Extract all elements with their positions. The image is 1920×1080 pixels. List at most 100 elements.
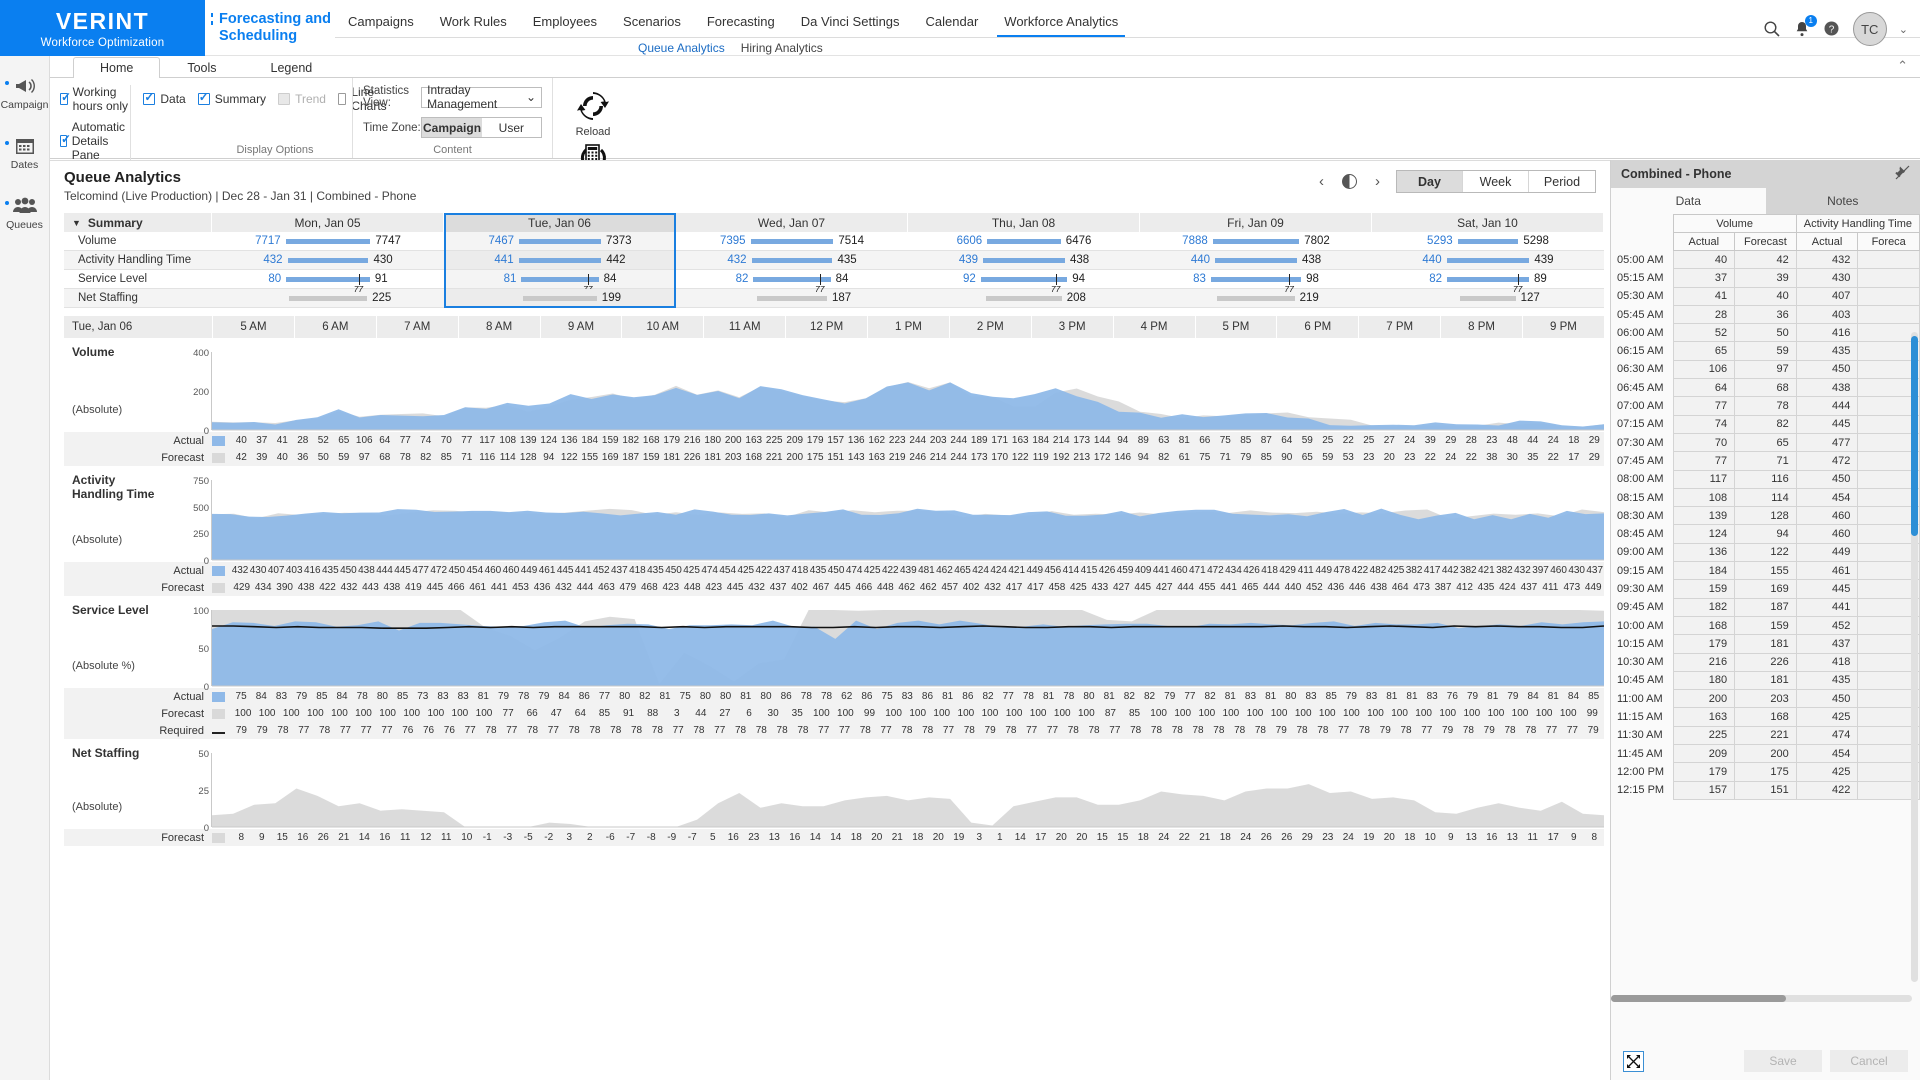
details-table-row[interactable]: 10:15 AM 179 181 437 [1611, 634, 1920, 654]
details-cell[interactable] [1857, 414, 1920, 434]
search-icon[interactable] [1763, 20, 1781, 38]
help-icon[interactable]: ? [1823, 20, 1841, 38]
nav-item-work-rules[interactable]: Work Rules [439, 14, 507, 29]
details-cell[interactable] [1857, 689, 1920, 709]
details-cell[interactable]: 28 [1672, 304, 1736, 325]
summary-value-cell[interactable]: 7888 7802 [1140, 232, 1372, 250]
details-cell[interactable]: 441 [1795, 597, 1859, 617]
range-week[interactable]: Week [1463, 171, 1529, 192]
details-cell[interactable]: 477 [1795, 432, 1859, 453]
check-summary[interactable]: Summary [197, 90, 266, 106]
range-day[interactable]: Day [1397, 171, 1463, 192]
summary-value-cell[interactable]: 81 77 84 [444, 270, 676, 294]
summary-value-cell[interactable]: 440 439 [1372, 251, 1604, 269]
details-cell[interactable]: 182 [1672, 597, 1736, 617]
details-cell[interactable]: 168 [1734, 707, 1797, 727]
time-zone-campaign[interactable]: Campaign [422, 118, 482, 137]
details-cell[interactable]: 472 [1795, 451, 1859, 471]
details-table-row[interactable]: 05:45 AM 28 36 403 [1611, 304, 1920, 325]
reload-button[interactable]: Reload [559, 86, 627, 138]
details-table-row[interactable]: 10:45 AM 180 181 435 [1611, 670, 1920, 691]
summary-value-cell[interactable]: 6606 6476 [908, 232, 1140, 250]
details-cell[interactable]: 159 [1672, 579, 1736, 599]
details-cell[interactable]: 159 [1734, 615, 1797, 636]
details-cell[interactable]: 432 [1795, 249, 1859, 270]
details-table-row[interactable]: 05:00 AM 40 42 432 [1611, 249, 1920, 270]
summary-value-cell[interactable]: 5293 5298 [1372, 232, 1604, 250]
details-table-row[interactable]: 07:00 AM 77 78 444 [1611, 396, 1920, 416]
details-cell[interactable]: 77 [1672, 451, 1736, 471]
summary-value-cell[interactable]: 199 [444, 289, 676, 307]
tab-data[interactable]: Data [1611, 188, 1766, 214]
summary-day-header-3[interactable]: Thu, Jan 08 [908, 213, 1140, 232]
summary-header-label[interactable]: ▼ Summary [64, 213, 212, 232]
summary-value-cell[interactable]: 82 77 84 [676, 270, 908, 294]
summary-value-cell[interactable]: 7467 7373 [444, 232, 676, 250]
details-table-row[interactable]: 06:00 AM 52 50 416 [1611, 323, 1920, 343]
details-cell[interactable]: 82 [1734, 414, 1797, 434]
details-cell[interactable]: 454 [1795, 744, 1859, 764]
summary-day-header-2[interactable]: Wed, Jan 07 [676, 213, 908, 232]
nav-item-campaigns[interactable]: Campaigns [348, 14, 414, 29]
details-cell[interactable]: 139 [1672, 506, 1736, 526]
rail-item-campaign[interactable]: Campaign [0, 64, 49, 124]
ribbon-tab-home[interactable]: Home [73, 57, 161, 78]
details-table-row[interactable]: 08:15 AM 108 114 454 [1611, 487, 1920, 508]
details-cell[interactable]: 445 [1795, 579, 1859, 599]
details-cell[interactable]: 108 [1672, 487, 1736, 508]
details-cell[interactable] [1857, 341, 1920, 361]
summary-day-header-1[interactable]: Tue, Jan 06 [444, 213, 676, 232]
details-cell[interactable]: 36 [1734, 304, 1797, 325]
details-cell[interactable]: 179 [1672, 634, 1736, 654]
details-cell[interactable]: 445 [1795, 414, 1859, 434]
details-cell[interactable]: 444 [1795, 396, 1859, 416]
details-cell[interactable]: 403 [1795, 304, 1859, 325]
details-cell[interactable]: 184 [1672, 561, 1736, 581]
summary-day-header-0[interactable]: Mon, Jan 05 [212, 213, 444, 232]
details-table-row[interactable]: 09:30 AM 159 169 445 [1611, 579, 1920, 599]
chart-plot-area[interactable] [212, 466, 1604, 562]
details-cell[interactable]: 78 [1734, 396, 1797, 416]
details-cell[interactable]: 181 [1734, 634, 1797, 654]
details-table-row[interactable]: 06:30 AM 106 97 450 [1611, 359, 1920, 380]
tab-notes[interactable]: Notes [1827, 194, 1859, 208]
check-data[interactable]: Data [143, 90, 186, 106]
details-cell[interactable]: 64 [1672, 378, 1736, 398]
details-cell[interactable]: 128 [1734, 506, 1797, 526]
details-cell[interactable]: 106 [1672, 359, 1736, 380]
details-cell[interactable]: 52 [1672, 323, 1736, 343]
summary-value-cell[interactable]: 82 77 89 [1372, 270, 1604, 294]
details-vertical-scroll-track[interactable] [1911, 332, 1918, 982]
rail-item-dates[interactable]: Dates [0, 124, 49, 184]
checkbox-summary[interactable] [197, 90, 210, 105]
details-cell[interactable]: 151 [1734, 780, 1797, 800]
statistics-view-select[interactable]: Intraday Management ⌄ [421, 83, 542, 111]
details-cell[interactable] [1857, 634, 1920, 654]
details-cell[interactable]: 200 [1672, 689, 1736, 709]
summary-value-cell[interactable]: 7717 7747 [212, 232, 444, 250]
ribbon-tab-legend[interactable]: Legend [270, 61, 313, 75]
details-cell[interactable]: 117 [1672, 469, 1736, 489]
details-table-row[interactable]: 10:00 AM 168 159 452 [1611, 615, 1920, 636]
details-cell[interactable]: 71 [1734, 451, 1797, 471]
chevron-left-icon[interactable]: ‹ [1319, 173, 1324, 190]
range-period[interactable]: Period [1529, 171, 1595, 192]
details-cell[interactable]: 416 [1795, 323, 1859, 343]
details-cell[interactable] [1857, 652, 1920, 672]
details-cell[interactable] [1857, 487, 1920, 508]
details-cell[interactable]: 122 [1734, 542, 1797, 563]
summary-value-cell[interactable]: 92 77 94 [908, 270, 1140, 294]
time-zone-user[interactable]: User [481, 118, 541, 137]
summary-value-cell[interactable]: 127 [1372, 289, 1604, 307]
details-table-row[interactable]: 07:45 AM 77 71 472 [1611, 451, 1920, 471]
details-cell[interactable]: 42 [1734, 249, 1797, 270]
details-table-row[interactable]: 06:45 AM 64 68 438 [1611, 378, 1920, 398]
details-cell[interactable]: 40 [1672, 249, 1736, 270]
details-cell[interactable]: 157 [1672, 780, 1736, 800]
details-cell[interactable] [1857, 725, 1920, 746]
details-table-row[interactable]: 11:00 AM 200 203 450 [1611, 689, 1920, 709]
details-table-row[interactable]: 06:15 AM 65 59 435 [1611, 341, 1920, 361]
details-cell[interactable]: 39 [1734, 268, 1797, 288]
details-table-row[interactable]: 08:30 AM 139 128 460 [1611, 506, 1920, 526]
summary-value-cell[interactable]: 225 [212, 289, 444, 307]
